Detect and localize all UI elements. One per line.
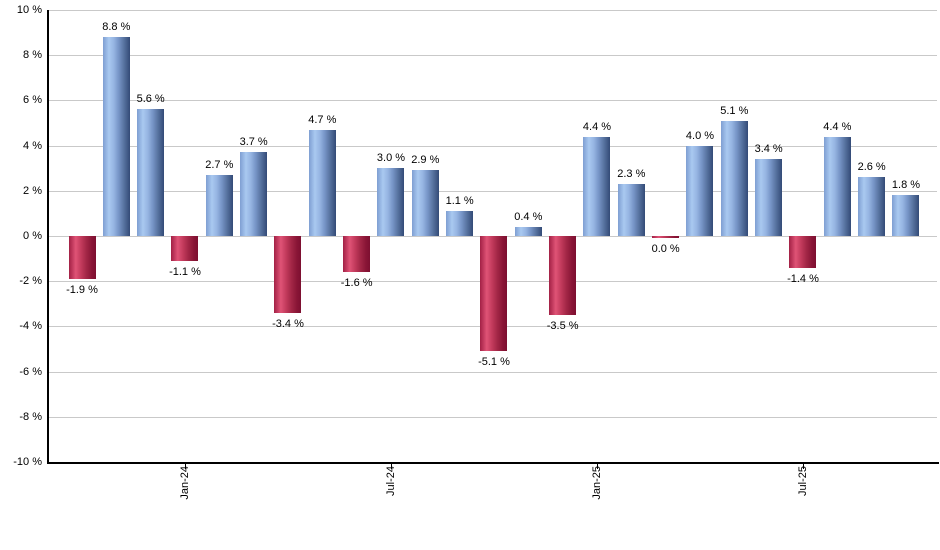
y-axis-tick-label: -6 % — [19, 365, 42, 378]
bar-value-label: -3.4 % — [272, 317, 304, 330]
bar-positive — [411, 170, 439, 236]
gridline — [48, 371, 937, 373]
y-axis-tick-label: 4 % — [23, 139, 42, 152]
bar-negative — [652, 236, 680, 238]
bar-value-label: 1.1 % — [445, 195, 474, 208]
bar-negative — [171, 236, 199, 261]
y-axis-tick-label: -4 % — [19, 320, 42, 333]
x-axis-tick — [596, 464, 598, 469]
bar-positive — [137, 109, 165, 236]
bar-positive — [858, 177, 886, 236]
gridline — [48, 10, 937, 11]
bar-value-label: 5.1 % — [720, 104, 749, 117]
x-axis-tick — [184, 464, 186, 469]
bar-value-label: 3.0 % — [376, 152, 406, 165]
gridline — [48, 100, 937, 102]
bar-value-label: 3.4 % — [754, 143, 783, 156]
x-axis-tick-label: Jul-25 — [796, 466, 809, 496]
y-axis-tick-label: 0 % — [23, 230, 42, 242]
bar-negative — [274, 236, 302, 313]
gridline — [48, 416, 937, 418]
bar-value-label: -1.4 % — [787, 272, 819, 285]
bar-negative — [480, 236, 508, 352]
bar-negative — [68, 236, 96, 279]
bar-value-label: 1.8 % — [891, 179, 921, 192]
bar-positive — [755, 159, 783, 236]
bar-positive — [892, 195, 920, 236]
bar-value-label: -5.1 % — [478, 356, 510, 369]
bar-positive — [823, 136, 851, 236]
y-axis-tick-label: -10 % — [13, 456, 42, 468]
bar-positive — [240, 152, 268, 236]
bar-positive — [686, 145, 714, 236]
bar-negative — [343, 236, 371, 273]
y-axis-tick-label: -2 % — [19, 275, 42, 288]
bar-positive — [617, 184, 645, 236]
bar-positive — [446, 211, 474, 236]
bar-positive — [205, 174, 233, 236]
bar-value-label: -1.9 % — [66, 283, 98, 296]
bar-value-label: 2.6 % — [857, 161, 886, 174]
gridline — [48, 190, 937, 192]
bar-value-label: 3.7 % — [239, 136, 268, 149]
x-axis-tick-label: Jan-24 — [178, 466, 191, 500]
bar-positive — [377, 168, 405, 236]
x-axis-tick-label: Jul-24 — [384, 466, 397, 496]
gridline — [48, 145, 937, 147]
bar-value-label: -1.1 % — [169, 265, 201, 278]
bar-value-label: 0.4 % — [514, 210, 543, 223]
bar-value-label: 4.4 % — [823, 120, 852, 133]
bar-value-label: 8.8 % — [102, 21, 131, 34]
gridline — [48, 55, 937, 57]
x-axis-line — [47, 462, 939, 464]
y-axis-tick-label: 6 % — [23, 94, 42, 107]
x-axis-tick — [802, 464, 804, 469]
bar-positive — [308, 129, 336, 236]
y-axis-tick-label: 8 % — [23, 49, 42, 62]
x-axis-tick — [390, 464, 392, 469]
bar-value-label: -3.5 % — [546, 320, 579, 333]
y-axis-tick-label: -8 % — [19, 410, 42, 423]
y-axis-tick-label: 10 % — [16, 4, 42, 16]
bar-value-label: 2.3 % — [617, 168, 646, 181]
bar-value-label: 2.7 % — [205, 158, 234, 171]
bar-negative — [789, 236, 817, 268]
bar-value-label: -1.6 % — [340, 277, 373, 290]
bar-value-label: 4.0 % — [685, 129, 715, 142]
bar-value-label: 2.9 % — [411, 154, 440, 167]
bar-positive — [514, 226, 542, 236]
bar-positive — [583, 136, 611, 236]
x-axis-tick-label: Jan-25 — [590, 466, 603, 500]
bar-value-label: 0.0 % — [651, 243, 680, 255]
y-axis-tick-label: 2 % — [23, 184, 42, 197]
y-axis-line — [47, 10, 49, 464]
bar-value-label: 5.6 % — [136, 93, 165, 106]
bar-value-label: 4.4 % — [582, 120, 612, 133]
bar-negative — [549, 236, 577, 316]
bar-positive — [720, 120, 748, 236]
bar-value-label: 4.7 % — [308, 113, 337, 126]
bar-positive — [102, 37, 130, 236]
